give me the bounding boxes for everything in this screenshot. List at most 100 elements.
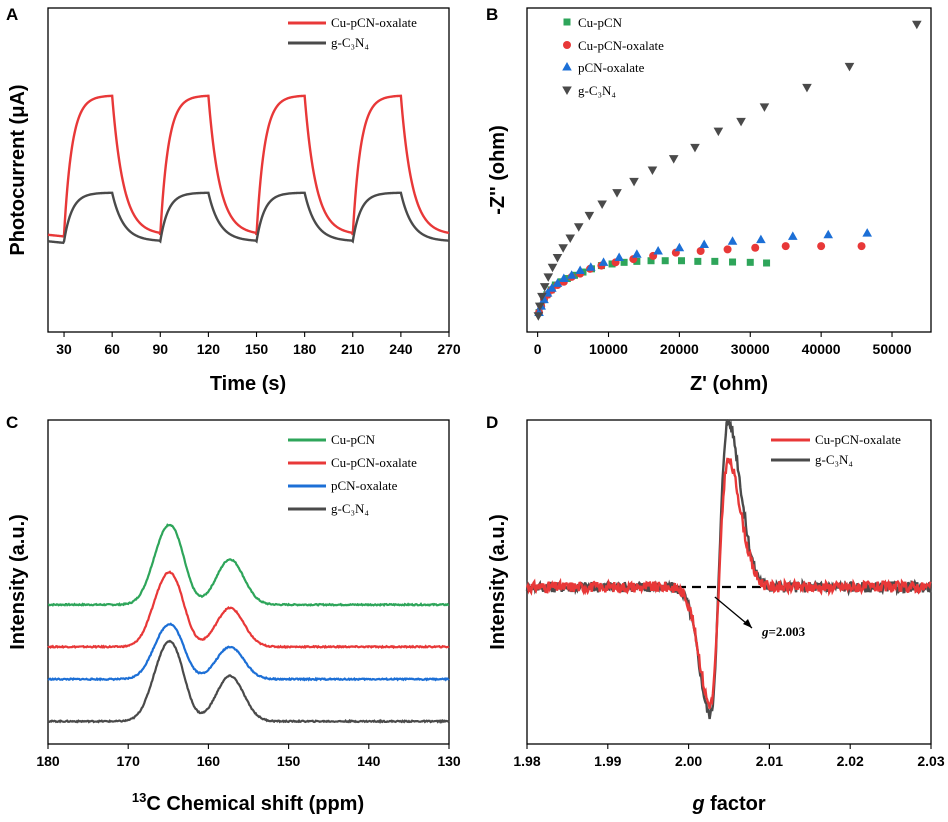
panel-b-point-cu-pcn-20 — [729, 258, 737, 266]
panel-b-point-g-c3n4-19 — [759, 103, 770, 112]
panel-c-x-tick-label-140: 140 — [357, 753, 381, 769]
panel-b-point-cu-pcn-oxalate-18 — [781, 242, 790, 251]
panel-b-frame — [526, 7, 932, 333]
panel-c-x-axis-title: 13C Chemical shift (ppm) — [132, 790, 364, 815]
panel-a-series-g-c3n4 — [47, 191, 450, 245]
panel-a-x-tick-label-210: 210 — [341, 341, 365, 357]
panel-c-x-tick-label-160: 160 — [197, 753, 221, 769]
panel-b-point-g-c3n4-16 — [690, 143, 700, 153]
panel-letter-b: B — [486, 5, 498, 24]
panel-a-legend-label-g-c3n4: g-C₃N₄ — [331, 35, 369, 50]
panel-d-x-axis-title: g factor — [691, 793, 766, 815]
panel-b-point-g-c3n4-9 — [573, 223, 584, 232]
panel-b-point-pcn-oxalate-11 — [614, 252, 624, 261]
panel-d-x-axis-title-main: factor — [705, 793, 766, 815]
panel-b-nyquist: 0 10000 20000 30000 40000 50000 Z' (ohm) -Z''… — [487, 7, 932, 395]
panel-b-point-g-c3n4-4 — [543, 273, 554, 282]
panel-b-point-g-c3n4-6 — [552, 253, 563, 263]
panel-b-point-cu-pcn-oxalate-19 — [817, 242, 826, 251]
panel-a-x-ticks: 30 60 90 120 150 180 210 240 270 — [56, 332, 461, 357]
panel-a-plot-area — [47, 94, 450, 245]
panel-b-point-pcn-oxalate-4 — [547, 283, 557, 292]
panel-b-x-tick-label-40000: 40000 — [802, 341, 841, 357]
panel-b-point-pcn-oxalate-14 — [674, 242, 685, 252]
panel-b-point-g-c3n4-8 — [565, 234, 576, 244]
panel-b-point-g-c3n4-0 — [533, 312, 544, 321]
panel-b-point-pcn-oxalate-6 — [559, 273, 569, 283]
panel-c-x-axis-title-superscript: 13 — [132, 790, 146, 805]
panel-a-series-cu-pcn-oxalate — [47, 94, 450, 238]
panel-b-point-pcn-oxalate-8 — [575, 265, 585, 274]
panel-b-point-pcn-oxalate-2 — [539, 294, 549, 304]
panel-d-g-value-annotation: g=2.003 — [761, 624, 806, 639]
panel-b-point-cu-pcn-19 — [711, 257, 719, 265]
panel-c-nmr: 180 170 160 150 140 130 13C Chemical shift (p… — [7, 419, 461, 815]
panel-b-legend-marker-cu-pcn — [563, 18, 571, 26]
panel-b-point-g-c3n4-22 — [912, 20, 922, 30]
panel-d-x-tick-label-2-03: 2.03 — [917, 753, 944, 769]
panel-a-x-tick-label-90: 90 — [152, 341, 168, 357]
panel-b-legend-label-cu-pcn-oxalate: Cu-pCN-oxalate — [578, 38, 664, 53]
panel-b-point-pcn-oxalate-16 — [727, 236, 738, 245]
panel-a-x-tick-label-30: 30 — [56, 341, 72, 357]
panel-b-point-g-c3n4-2 — [537, 292, 547, 302]
panel-b-series-pcn-oxalate — [534, 228, 873, 317]
panel-b-series-cu-pcn-oxalate — [535, 242, 866, 317]
panel-b-point-cu-pcn-14 — [633, 257, 641, 265]
panel-c-series-cu-pcn — [47, 523, 450, 607]
panel-b-point-pcn-oxalate-20 — [862, 228, 873, 237]
panel-b-point-g-c3n4-11 — [597, 200, 607, 210]
panel-b-point-cu-pcn-22 — [763, 259, 771, 267]
panel-b-legend-marker-pcn-oxalate — [562, 62, 572, 71]
panel-d-legend-label-g-c3n4: g-C₃N₄ — [815, 452, 853, 467]
panel-a-x-tick-label-150: 150 — [245, 341, 269, 357]
panel-c-x-tick-label-150: 150 — [277, 753, 301, 769]
panel-b-point-pcn-oxalate-12 — [632, 249, 642, 258]
panel-b-point-cu-pcn-16 — [661, 257, 669, 265]
panel-b-legend-label-g-c3n4: g-C₃N₄ — [578, 83, 616, 98]
panel-d-g-annotation-value: =2.003 — [769, 624, 806, 639]
panel-d-series-cu-pcn-oxalate — [525, 457, 932, 709]
panel-b-point-pcn-oxalate-10 — [598, 257, 609, 266]
panel-b-point-g-c3n4-13 — [629, 177, 639, 187]
panel-b-point-g-c3n4-21 — [844, 62, 855, 72]
panel-b-point-pcn-oxalate-13 — [653, 246, 663, 255]
panel-c-x-ticks: 180 170 160 150 140 130 — [36, 744, 461, 769]
panel-c-series-pcn-oxalate — [47, 622, 450, 682]
panel-b-y-axis-title: -Z'' (ohm) — [487, 125, 509, 214]
panel-a-x-tick-label-240: 240 — [389, 341, 413, 357]
panel-b-point-pcn-oxalate-5 — [552, 278, 563, 287]
panel-d-x-tick-label-2-00: 2.00 — [675, 753, 702, 769]
panel-c-legend-label-cu-pcn: Cu-pCN — [331, 432, 376, 447]
panel-b-point-cu-pcn-oxalate-16 — [723, 245, 732, 254]
panel-d-x-axis-title-italic: g — [691, 793, 704, 815]
panel-b-point-pcn-oxalate-15 — [699, 239, 709, 249]
panel-d-epr: 1.98 1.99 2.00 2.01 2.02 2.03 g factor Intens… — [487, 418, 945, 815]
panel-d-annotation-arrow-head — [743, 619, 752, 628]
panel-b-series-g-c3n4 — [533, 20, 922, 321]
panel-b-point-g-c3n4-1 — [534, 302, 545, 312]
panel-c-x-axis-title-main: C Chemical shift (ppm) — [146, 793, 364, 815]
panel-a-x-tick-label-270: 270 — [437, 341, 461, 357]
panel-d-x-ticks: 1.98 1.99 2.00 2.01 2.02 2.03 — [513, 744, 945, 769]
panel-a-x-tick-label-60: 60 — [104, 341, 120, 357]
panel-b-point-g-c3n4-7 — [558, 244, 568, 253]
panel-d-x-tick-label-1-99: 1.99 — [594, 753, 621, 769]
panel-c-x-tick-label-130: 130 — [437, 753, 461, 769]
panel-b-x-tick-label-20000: 20000 — [660, 341, 699, 357]
panel-b-point-g-c3n4-20 — [802, 83, 812, 93]
panel-b-point-pcn-oxalate-9 — [585, 262, 596, 271]
panel-b-point-pcn-oxalate-17 — [756, 234, 766, 244]
panel-c-legend-label-g-c3n4: g-C₃N₄ — [331, 501, 369, 516]
panel-d-g-annotation-italic: g — [761, 624, 769, 639]
panel-b-x-ticks: 0 10000 20000 30000 40000 50000 — [534, 332, 912, 357]
panel-a-x-tick-label-180: 180 — [293, 341, 317, 357]
panel-b-x-tick-label-50000: 50000 — [873, 341, 912, 357]
panel-b-point-g-c3n4-18 — [736, 117, 746, 127]
panel-b-point-g-c3n4-12 — [612, 189, 622, 198]
panel-a-legend-label-cu-pcn-oxalate: Cu-pCN-oxalate — [331, 15, 417, 30]
panel-c-frame — [47, 419, 450, 745]
panel-b-x-tick-label-10000: 10000 — [589, 341, 628, 357]
panel-c-legend: Cu-pCN Cu-pCN-oxalate pCN-oxalate g-C₃N₄ — [288, 432, 417, 516]
